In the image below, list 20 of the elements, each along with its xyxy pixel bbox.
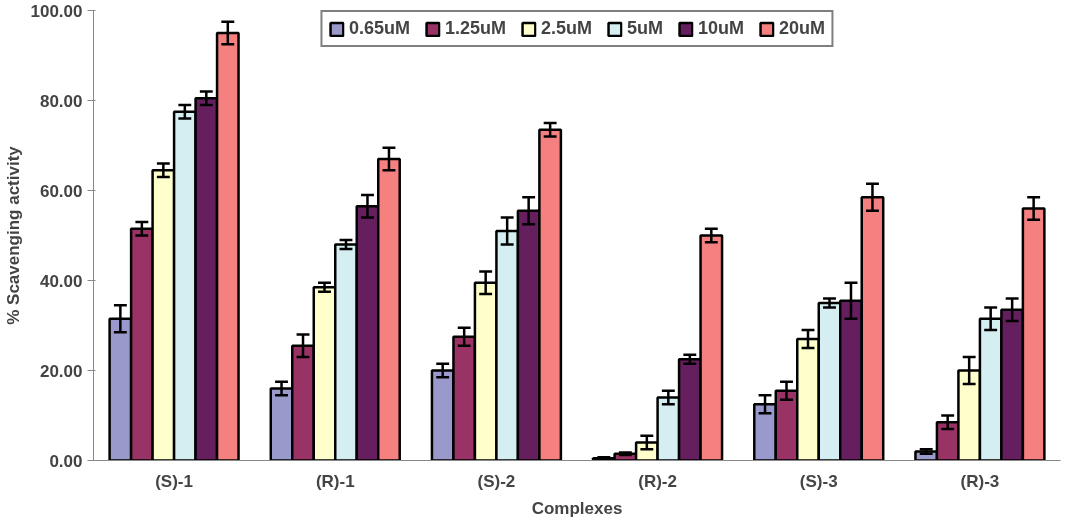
y-tick-label: 20.00: [39, 361, 83, 381]
x-tick-label: (S)-1: [155, 471, 193, 491]
x-tick-label: (R)-2: [638, 471, 677, 491]
y-tick-label: 0.00: [49, 451, 83, 471]
y-tick-label: 80.00: [39, 91, 83, 111]
x-tick-label: (R)-1: [315, 471, 355, 491]
x-axis-title: Complexes: [531, 498, 623, 518]
x-tick-label: (R)-3: [960, 471, 1000, 491]
x-tick-label: (S)-3: [799, 471, 838, 491]
legend-label: 5uM: [627, 18, 664, 39]
y-axis-title: % Scavenging activity: [3, 145, 23, 325]
legend-label: 1.25uM: [444, 18, 507, 39]
x-tick-label: (S)-2: [477, 471, 516, 491]
legend-label: 0.65uM: [348, 18, 410, 39]
y-tick-label: 40.00: [39, 271, 83, 291]
legend-label: 2.5uM: [541, 18, 593, 39]
y-tick-label: 100.00: [30, 1, 83, 21]
legend-label: 20uM: [779, 18, 826, 39]
y-tick-label: 60.00: [39, 181, 83, 201]
legend-label: 10uM: [698, 18, 745, 39]
